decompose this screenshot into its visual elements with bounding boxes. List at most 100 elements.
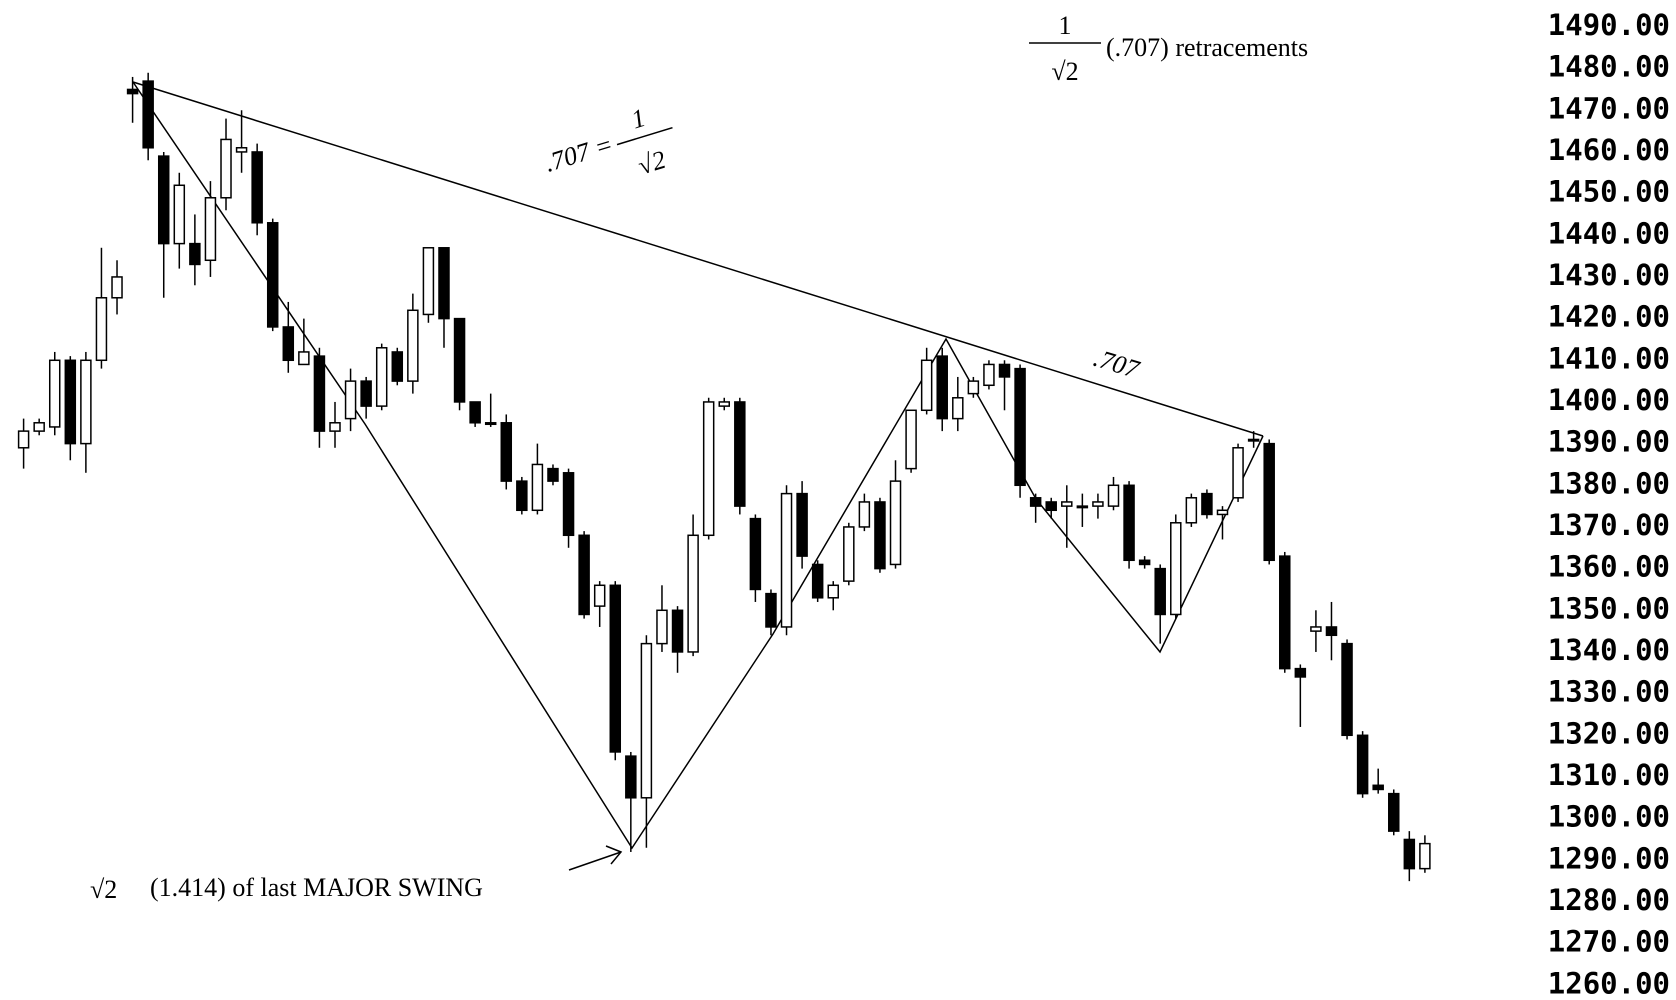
candle-body	[1403, 838, 1416, 870]
y-tick-label: 1380.00	[1548, 466, 1670, 500]
candle-body	[671, 609, 684, 653]
candle-body	[1061, 501, 1073, 507]
y-tick-label: 1490.00	[1548, 8, 1670, 42]
candle-body	[173, 184, 186, 245]
annotation: (1.414) of last MAJOR SWING	[150, 873, 483, 902]
candle-body	[500, 422, 513, 482]
candle-body	[1341, 642, 1353, 737]
candle-body	[251, 151, 263, 224]
y-tick-label: 1440.00	[1548, 216, 1670, 250]
candle-body	[827, 584, 839, 599]
y-tick-label: 1340.00	[1548, 633, 1670, 667]
candle-body	[95, 297, 108, 362]
y-tick-label: 1460.00	[1548, 133, 1670, 167]
candle-body	[375, 347, 388, 407]
y-tick-label: 1360.00	[1548, 550, 1670, 584]
annotation: √2	[90, 875, 117, 904]
candle-body	[1138, 559, 1151, 566]
candle-body	[64, 359, 77, 445]
candle-body	[1201, 492, 1213, 516]
candle-body	[593, 584, 606, 607]
y-tick-label: 1320.00	[1548, 716, 1670, 750]
candle-body	[531, 463, 544, 512]
candle-body	[298, 351, 310, 366]
candle-body	[220, 138, 232, 199]
candle-body	[1107, 484, 1120, 507]
annotation: √2	[1051, 57, 1078, 86]
y-tick-label: 1430.00	[1548, 258, 1670, 292]
candle-body	[889, 480, 902, 566]
candle-body	[547, 467, 559, 482]
y-tick-label: 1450.00	[1548, 175, 1670, 209]
candle-body	[562, 472, 575, 537]
y-tick-label: 1400.00	[1548, 383, 1670, 417]
candle-body	[80, 359, 92, 445]
candle-body	[734, 401, 746, 507]
candle-body	[1279, 555, 1291, 670]
candle-body	[1154, 567, 1166, 616]
candle-body	[142, 80, 154, 149]
candle-body	[17, 430, 30, 449]
candle-body	[843, 526, 855, 582]
candle-body	[1294, 667, 1307, 678]
candle-body	[780, 492, 793, 628]
arrow-head	[605, 845, 623, 865]
candle-body	[1170, 522, 1182, 616]
y-tick-label: 1330.00	[1548, 675, 1670, 709]
candle-body	[1372, 784, 1384, 791]
candle-body	[516, 480, 528, 512]
y-tick-label: 1470.00	[1548, 91, 1670, 125]
candle-body	[484, 422, 497, 426]
candle-body	[625, 755, 637, 799]
candle-body	[1216, 509, 1229, 516]
candle-body	[765, 592, 777, 628]
candle-body	[235, 147, 248, 153]
y-tick-label: 1270.00	[1548, 925, 1670, 959]
candle-body	[718, 401, 730, 407]
candle-body	[1185, 497, 1198, 524]
candle-body	[111, 276, 123, 299]
candle-body	[1356, 734, 1369, 795]
candle-body	[157, 155, 170, 245]
candle-body	[656, 609, 668, 645]
candle-body	[1419, 842, 1431, 870]
candle-body	[609, 584, 622, 753]
candle-body	[687, 534, 699, 653]
candle-body	[329, 422, 341, 432]
arrow	[568, 851, 622, 871]
candle-body	[282, 326, 295, 362]
annotation: 1	[1059, 11, 1072, 40]
y-tick-label: 1280.00	[1548, 883, 1670, 917]
candle-body	[874, 501, 886, 570]
candle-body	[469, 401, 481, 424]
candle-body	[126, 88, 139, 95]
candle-body	[189, 242, 201, 266]
annotation: .707	[1090, 343, 1143, 384]
candle-body	[952, 397, 964, 420]
annotation: 1	[628, 103, 649, 135]
candle-body	[33, 422, 45, 432]
candle-body	[1247, 438, 1260, 442]
y-tick-label: 1370.00	[1548, 508, 1670, 542]
trend-lines	[132, 42, 1264, 871]
candle-body	[1123, 484, 1135, 562]
upper-line-annotation: .707 = 1 √2	[541, 103, 673, 181]
candle-body	[1388, 792, 1400, 832]
y-tick-label: 1290.00	[1548, 841, 1670, 875]
candle-body	[640, 642, 653, 799]
candle-body	[344, 380, 357, 420]
candle-body	[920, 359, 933, 412]
candle-body	[1029, 497, 1042, 507]
candle-body	[360, 380, 372, 407]
annotation: √2	[635, 145, 670, 181]
y-tick-label: 1310.00	[1548, 758, 1670, 792]
candle-body	[1092, 501, 1104, 507]
candle-body	[1014, 367, 1026, 487]
y-tick-label: 1390.00	[1548, 425, 1670, 459]
candle-body	[936, 355, 948, 420]
candle-body	[578, 534, 590, 616]
y-tick-label: 1300.00	[1548, 800, 1670, 834]
y-tick-label: 1410.00	[1548, 341, 1670, 375]
candle-body	[796, 492, 808, 557]
